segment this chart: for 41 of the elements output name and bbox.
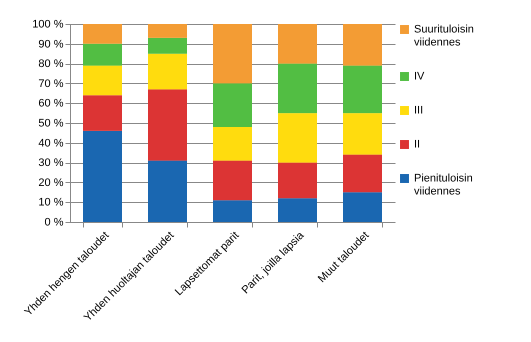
bar: [148, 160, 187, 222]
bar: [213, 126, 252, 161]
bar: [148, 38, 187, 54]
bar: [83, 95, 122, 131]
bar: [213, 83, 252, 127]
bar: [343, 113, 382, 155]
bar: [148, 24, 187, 38]
y-tick-label: 0 %: [44, 216, 64, 228]
bar: [213, 24, 252, 84]
legend-label: IV: [414, 70, 426, 82]
bar: [278, 24, 317, 64]
legend-label: Suurituloisin viidennes: [414, 24, 474, 48]
y-tick-label: 40 %: [38, 137, 64, 150]
bar: [83, 66, 122, 96]
y-tick-label: 50 %: [38, 118, 64, 130]
y-tick-label: 90 %: [38, 38, 64, 50]
legend-label: II: [414, 138, 420, 150]
bar: [278, 64, 317, 114]
bar: [83, 24, 122, 44]
bar: [343, 192, 382, 222]
legend-label: Pienituloisin viidennes: [414, 172, 473, 198]
bar: [213, 160, 252, 200]
bar: [278, 162, 317, 198]
bar: [148, 54, 187, 90]
y-tick-label: 60 %: [38, 98, 64, 110]
y-tick-label: 20 %: [38, 176, 64, 189]
bar: [343, 66, 382, 114]
bar: [278, 198, 317, 222]
y-tick-label: 30 %: [38, 157, 64, 170]
y-tick-label: 80 %: [38, 58, 64, 70]
legend-label: III: [414, 104, 424, 116]
bar: [343, 24, 382, 66]
bar: [278, 113, 317, 163]
bar: [148, 89, 187, 161]
bar: [83, 130, 122, 222]
bar: [213, 200, 252, 222]
bar: [83, 44, 122, 66]
y-tick-label: 100 %: [32, 18, 64, 30]
y-tick-label: 70 %: [38, 78, 64, 90]
y-tick-label: 10 %: [38, 196, 64, 209]
bar: [343, 154, 382, 192]
